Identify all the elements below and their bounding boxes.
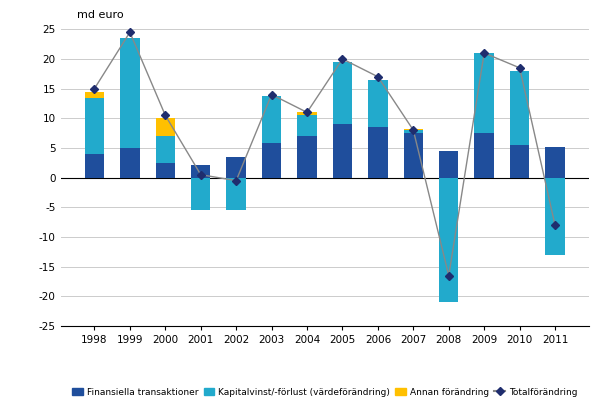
Legend: Finansiella transaktioner, Kapitalvinst/-förlust (värdeförändring), Annan föränd: Finansiella transaktioner, Kapitalvinst/… bbox=[69, 384, 581, 400]
Bar bbox=[545, 178, 565, 255]
Bar bbox=[439, 178, 458, 302]
Bar bbox=[475, 133, 494, 178]
Bar bbox=[262, 96, 281, 143]
Bar bbox=[297, 112, 317, 115]
Bar bbox=[85, 154, 104, 178]
Bar bbox=[510, 145, 529, 178]
Bar bbox=[333, 62, 352, 124]
Bar bbox=[120, 148, 140, 178]
Bar bbox=[404, 129, 423, 130]
Bar bbox=[226, 178, 246, 210]
Bar bbox=[368, 127, 388, 178]
Bar bbox=[191, 178, 211, 210]
Bar bbox=[155, 163, 175, 178]
Bar bbox=[155, 118, 175, 136]
Bar bbox=[368, 80, 388, 127]
Bar bbox=[226, 157, 246, 178]
Bar bbox=[475, 53, 494, 133]
Bar bbox=[545, 147, 565, 178]
Bar bbox=[85, 97, 104, 154]
Bar bbox=[439, 151, 458, 178]
Bar bbox=[262, 143, 281, 178]
Bar bbox=[333, 124, 352, 178]
Bar bbox=[85, 92, 104, 97]
Bar bbox=[510, 71, 529, 145]
Bar bbox=[297, 136, 317, 178]
Bar bbox=[404, 133, 423, 178]
Text: md euro: md euro bbox=[76, 10, 123, 20]
Bar bbox=[404, 130, 423, 133]
Bar bbox=[120, 38, 140, 148]
Bar bbox=[297, 115, 317, 136]
Bar bbox=[155, 136, 175, 163]
Bar bbox=[191, 165, 211, 178]
